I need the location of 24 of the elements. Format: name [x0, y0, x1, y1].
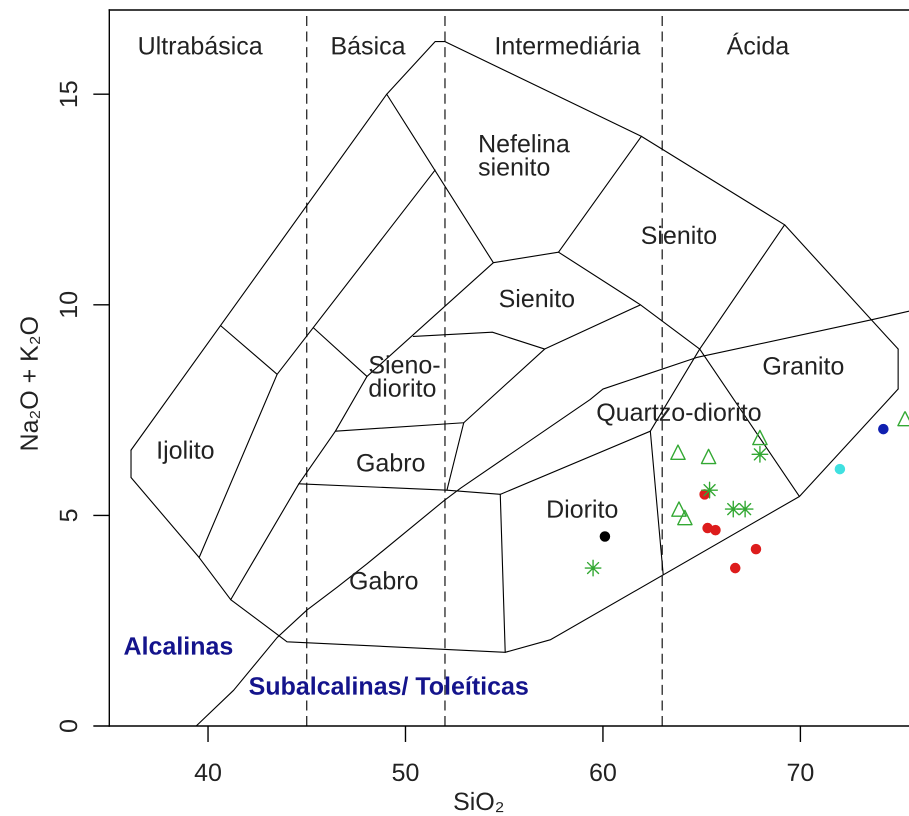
annotation: Gabro	[350, 571, 418, 590]
y-tick-label: 0	[60, 720, 78, 732]
x-axis-title: SiO₂	[454, 792, 504, 812]
annotation: Subalcalinas/ Toleíticas	[249, 676, 528, 696]
annotation: Ultrabásica	[140, 36, 263, 55]
x-tick-label: 50	[392, 763, 418, 782]
x-tick-label: 70	[788, 763, 814, 782]
annotation: Ijolito	[158, 440, 214, 464]
y-axis-title: Na₂O + K₂O	[20, 317, 40, 450]
annotation: Ácida	[726, 32, 790, 55]
annotation: Sienito	[642, 226, 716, 244]
annotation: Alcalinas	[124, 636, 232, 655]
annotation: Gabro	[357, 453, 424, 472]
annotation: Intermediária	[496, 36, 640, 55]
annotation: Nefelina sienito	[478, 134, 570, 176]
y-tick-label: 15	[60, 81, 78, 106]
y-tick-label: 5	[60, 510, 78, 522]
y-tick-label: 10	[60, 292, 78, 317]
annotation: Diorito	[548, 500, 618, 518]
x-tick-label: 60	[590, 763, 616, 782]
annotation: Sienito	[500, 288, 574, 308]
annotation: Básica	[332, 36, 406, 55]
x-tick-label: 40	[194, 763, 221, 782]
annotation: Granito	[764, 356, 844, 375]
